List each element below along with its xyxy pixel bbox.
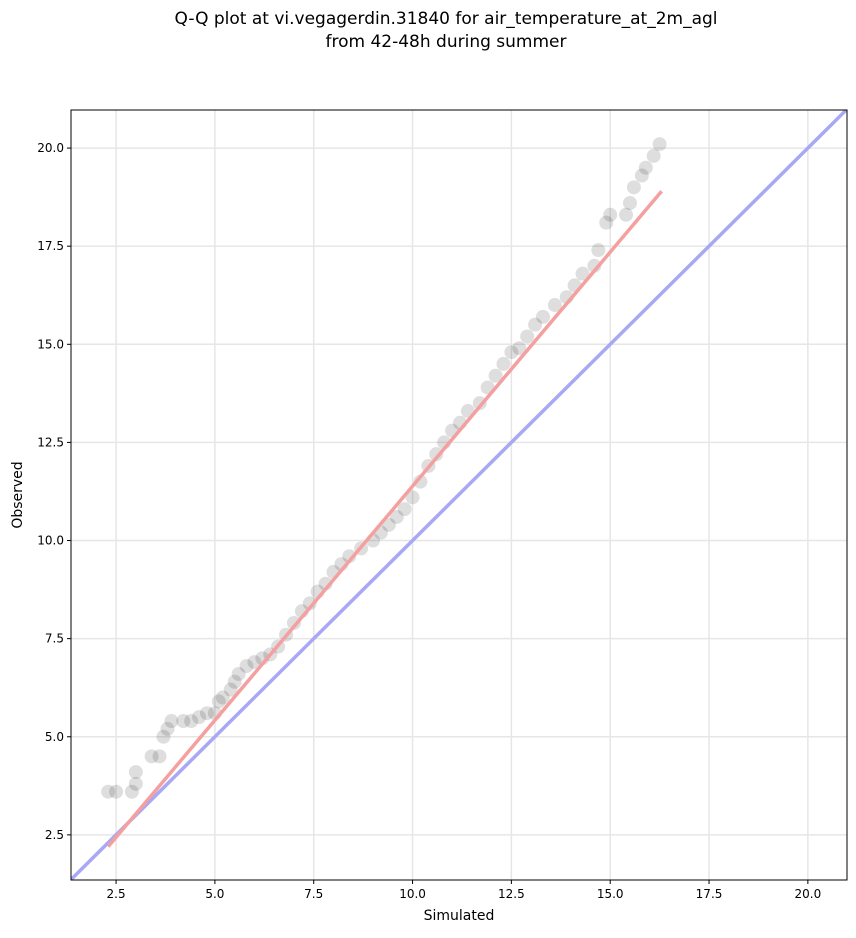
- point: [536, 309, 551, 324]
- y-tick-label: 20.0: [37, 141, 64, 155]
- point: [152, 749, 167, 764]
- y-tick-label: 15.0: [37, 337, 64, 351]
- point: [286, 615, 301, 630]
- y-axis-label: Observed: [10, 461, 26, 528]
- point: [520, 329, 535, 344]
- plot-frame: [70, 109, 848, 881]
- x-tick-label: 5.0: [205, 887, 224, 901]
- point: [231, 666, 246, 681]
- y-tick-label: 17.5: [37, 239, 64, 253]
- x-axis-label: Simulated: [424, 908, 495, 924]
- point: [184, 714, 199, 729]
- x-tick-label: 12.5: [498, 887, 525, 901]
- point: [247, 655, 262, 670]
- y-tick-label: 10.0: [37, 534, 64, 548]
- fit-line: [106, 190, 663, 848]
- point: [302, 596, 317, 611]
- y-tick-label: 5.0: [45, 730, 64, 744]
- plot-area: [71, 110, 847, 880]
- y-tick-label: 2.5: [45, 828, 64, 842]
- point: [622, 196, 637, 211]
- point: [652, 137, 667, 152]
- chart-title: from 42-48h during summer: [326, 32, 567, 52]
- point: [211, 694, 226, 709]
- point: [176, 714, 191, 729]
- x-tick-label: 2.5: [107, 887, 126, 901]
- point: [223, 682, 238, 697]
- identity-line: [71, 110, 847, 880]
- point: [160, 721, 175, 736]
- x-tick-label: 15.0: [597, 887, 624, 901]
- point: [599, 215, 614, 230]
- point: [124, 784, 139, 799]
- point: [591, 243, 606, 258]
- point: [504, 345, 519, 360]
- point: [634, 168, 649, 183]
- point: [638, 160, 653, 175]
- point: [528, 317, 543, 332]
- y-tick-label: 7.5: [45, 632, 64, 646]
- point: [472, 396, 487, 411]
- point: [389, 509, 404, 524]
- point: [413, 474, 428, 489]
- point: [603, 207, 618, 222]
- point: [109, 784, 124, 799]
- point: [101, 784, 116, 799]
- point: [215, 690, 230, 705]
- point: [128, 765, 143, 780]
- point: [512, 341, 527, 356]
- point: [626, 180, 641, 195]
- y-tick-label: 12.5: [37, 435, 64, 449]
- point: [144, 749, 159, 764]
- chart-title: Q-Q plot at vi.vegagerdin.31840 for air_…: [174, 9, 717, 29]
- point: [397, 502, 412, 517]
- point: [646, 148, 661, 163]
- x-tick-label: 17.5: [696, 887, 723, 901]
- point: [199, 706, 214, 721]
- point: [239, 659, 254, 674]
- point: [547, 298, 562, 313]
- point: [619, 207, 634, 222]
- x-tick-label: 10.0: [399, 887, 426, 901]
- x-tick-label: 7.5: [304, 887, 323, 901]
- point: [429, 447, 444, 462]
- x-tick-label: 20.0: [795, 887, 822, 901]
- point: [575, 266, 590, 281]
- point: [488, 368, 503, 383]
- point: [128, 776, 143, 791]
- point: [156, 729, 171, 744]
- point: [192, 710, 207, 725]
- point: [405, 490, 420, 505]
- point: [381, 517, 396, 532]
- point: [496, 356, 511, 371]
- point: [227, 674, 242, 689]
- point: [342, 549, 357, 564]
- point: [164, 714, 179, 729]
